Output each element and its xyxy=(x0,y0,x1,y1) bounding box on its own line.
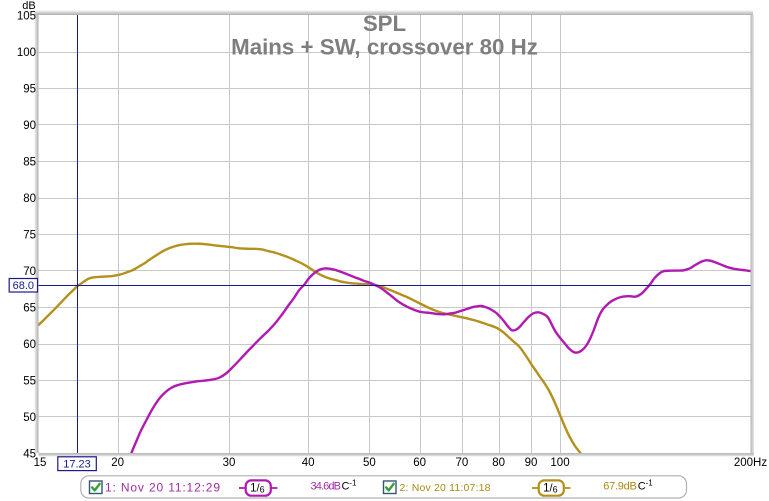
svg-text:17.23: 17.23 xyxy=(63,459,91,471)
svg-text:2: Nov 20 11:07:18: 2: Nov 20 11:07:18 xyxy=(400,482,491,494)
svg-text:85: 85 xyxy=(23,157,36,169)
svg-text:67.9dB: 67.9dB xyxy=(603,481,637,493)
svg-text:C: C xyxy=(638,481,646,493)
svg-text:68.0: 68.0 xyxy=(13,280,34,292)
svg-text:SPL: SPL xyxy=(363,11,406,36)
svg-text:60: 60 xyxy=(23,339,36,351)
svg-text:30: 30 xyxy=(223,457,236,469)
svg-text:80: 80 xyxy=(492,457,505,469)
svg-text:90: 90 xyxy=(23,120,36,132)
svg-text:20: 20 xyxy=(111,457,124,469)
svg-text:80: 80 xyxy=(23,193,36,205)
svg-text:45: 45 xyxy=(23,449,36,461)
svg-text:95: 95 xyxy=(23,84,36,96)
svg-text:40: 40 xyxy=(302,457,315,469)
svg-text:15: 15 xyxy=(34,457,47,469)
svg-text:50: 50 xyxy=(363,457,376,469)
svg-text:90: 90 xyxy=(525,457,538,469)
svg-text:1/6: 1/6 xyxy=(543,483,557,495)
svg-text:Mains + SW, crossover 80 Hz: Mains + SW, crossover 80 Hz xyxy=(231,35,538,60)
svg-text:75: 75 xyxy=(23,230,36,242)
svg-text:34.6dB: 34.6dB xyxy=(311,481,342,493)
svg-text:55: 55 xyxy=(23,376,36,388)
svg-text:100: 100 xyxy=(17,47,36,59)
svg-text:-1: -1 xyxy=(646,479,654,488)
svg-text:dB: dB xyxy=(22,0,35,12)
svg-text:-1: -1 xyxy=(349,479,357,488)
svg-text:70: 70 xyxy=(23,266,36,278)
svg-text:C: C xyxy=(342,481,350,493)
svg-text:1/6: 1/6 xyxy=(250,483,264,495)
svg-text:50: 50 xyxy=(23,412,36,424)
svg-text:200Hz: 200Hz xyxy=(734,457,767,469)
svg-text:100: 100 xyxy=(550,457,569,469)
svg-text:65: 65 xyxy=(23,303,36,315)
svg-text:60: 60 xyxy=(413,457,426,469)
svg-text:1: Nov 20 11:12:29: 1: Nov 20 11:12:29 xyxy=(105,481,220,495)
svg-text:105: 105 xyxy=(17,11,36,23)
svg-text:70: 70 xyxy=(456,457,469,469)
